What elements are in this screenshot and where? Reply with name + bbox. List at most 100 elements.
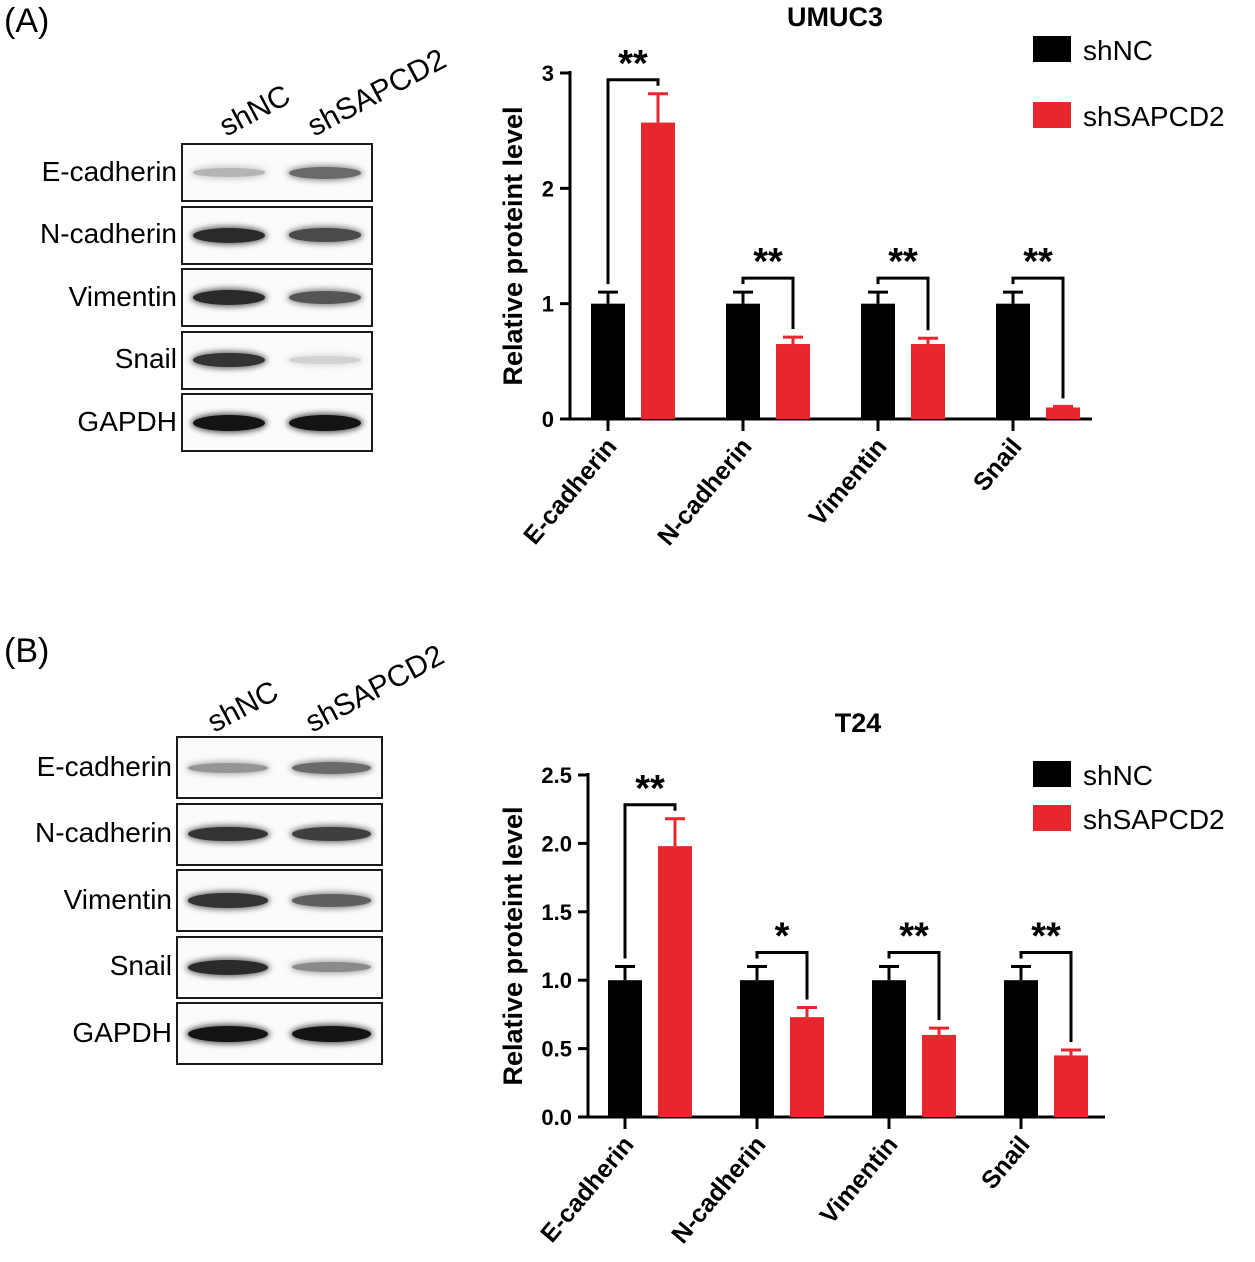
significance-bracket <box>741 276 795 330</box>
y-axis-label: Relative proteint level <box>498 806 528 1085</box>
legend-label-shnc: shNC <box>1083 35 1153 66</box>
significance-bracket <box>887 951 941 1021</box>
legend-label-shnc: shNC <box>1083 760 1153 791</box>
x-tick-label: Snail <box>976 1131 1036 1195</box>
x-tick-label: Vimentin <box>815 1131 904 1230</box>
chart-title: T24 <box>835 708 882 738</box>
significance-label: ** <box>888 241 918 283</box>
legend-swatch-shnc <box>1033 36 1071 62</box>
bar-shsapcd2 <box>641 122 675 420</box>
protein-band <box>188 893 268 908</box>
significance-bracket <box>755 951 809 1000</box>
blot-strip-vimentin <box>176 869 383 932</box>
band-label-gapdh: GAPDH <box>72 1016 172 1048</box>
protein-band <box>188 826 268 842</box>
bar-shnc <box>608 980 642 1117</box>
band-label-vimentin: Vimentin <box>63 883 172 915</box>
significance-label: ** <box>1023 241 1053 283</box>
protein-band <box>188 762 268 773</box>
y-tick-label: 1.5 <box>541 900 572 925</box>
panel-label-b: (B) <box>4 632 50 670</box>
blot-strip-snail <box>181 330 373 390</box>
bar-shsapcd2 <box>790 1017 824 1117</box>
bar-shnc <box>740 980 774 1117</box>
bar-shsapcd2 <box>658 846 692 1117</box>
legend-swatch-shsapcd2 <box>1033 102 1071 128</box>
protein-band <box>193 352 265 368</box>
bar-shsapcd2 <box>922 1034 956 1117</box>
bar-shnc <box>591 303 625 419</box>
significance-label: * <box>775 916 790 958</box>
y-tick-label: 2.0 <box>541 831 572 856</box>
significance-label: ** <box>753 241 783 283</box>
blot-strip-e-cadherin <box>181 143 373 202</box>
y-tick-label: 1.0 <box>541 968 572 993</box>
blot-strip-gapdh <box>181 393 373 452</box>
band-label-snail: Snail <box>114 343 177 374</box>
bar-shnc <box>861 303 895 419</box>
chart-title: UMUC3 <box>787 2 883 32</box>
significance-label: ** <box>1031 916 1061 958</box>
x-tick-label: E-cadherin <box>535 1131 639 1248</box>
protein-band <box>291 961 371 973</box>
significance-bracket <box>1019 951 1073 1042</box>
y-tick-label: 3 <box>542 61 554 86</box>
y-tick-label: 2.5 <box>541 763 572 788</box>
bar-shsapcd2 <box>1054 1055 1088 1117</box>
band-label-e-cadherin: E-cadherin <box>41 155 177 187</box>
significance-bracket <box>623 803 677 959</box>
blot-strip-vimentin <box>181 268 373 327</box>
bar-shnc <box>872 980 906 1117</box>
significance-bracket <box>876 276 930 331</box>
protein-band <box>289 414 361 431</box>
significance-label: ** <box>635 768 665 810</box>
band-label-vimentin: Vimentin <box>68 280 177 312</box>
protein-band <box>193 168 265 177</box>
blot-strip-n-cadherin <box>181 205 373 265</box>
bar-shnc <box>996 303 1030 419</box>
protein-band <box>291 894 371 907</box>
legend-label-shsapcd2: shSAPCD2 <box>1083 101 1225 132</box>
band-label-snail: Snail <box>109 950 172 981</box>
protein-band <box>291 761 371 774</box>
bar-shsapcd2 <box>776 344 810 419</box>
bar-shsapcd2 <box>1046 407 1080 419</box>
blot-strip-gapdh <box>176 1002 383 1065</box>
protein-band <box>188 1025 268 1042</box>
legend-swatch-shnc <box>1033 761 1071 787</box>
x-tick-label: N-cadherin <box>666 1131 771 1249</box>
significance-bracket <box>606 78 660 285</box>
significance-bracket <box>1011 276 1065 399</box>
protein-band <box>289 356 361 364</box>
band-label-gapdh: GAPDH <box>77 405 177 437</box>
protein-band <box>193 414 265 431</box>
significance-label: ** <box>618 43 648 85</box>
significance-label: ** <box>899 916 929 958</box>
blot-strip-n-cadherin <box>176 802 383 866</box>
band-label-n-cadherin: N-cadherin <box>40 218 177 249</box>
protein-band <box>289 228 361 242</box>
bar-shsapcd2 <box>911 344 945 419</box>
blot-strip-e-cadherin <box>176 736 383 799</box>
y-tick-label: 2 <box>542 176 554 201</box>
protein-band <box>188 959 268 975</box>
y-tick-label: 0.5 <box>541 1037 572 1062</box>
y-tick-label: 0.0 <box>541 1105 572 1130</box>
band-label-n-cadherin: N-cadherin <box>35 817 172 848</box>
protein-band <box>291 1025 371 1042</box>
protein-band <box>193 290 265 305</box>
blot-strip-snail <box>176 935 383 999</box>
protein-band <box>193 227 265 243</box>
protein-band <box>291 827 371 841</box>
bar-shnc <box>726 303 760 419</box>
legend-label-shsapcd2: shSAPCD2 <box>1083 804 1225 835</box>
y-tick-label: 1 <box>542 292 554 317</box>
bar-shnc <box>1004 980 1038 1117</box>
panel-label-a: (A) <box>4 2 50 40</box>
y-tick-label: 0 <box>542 407 554 432</box>
legend-swatch-shsapcd2 <box>1033 805 1071 831</box>
y-axis-label: Relative proteint level <box>498 106 528 385</box>
band-label-e-cadherin: E-cadherin <box>36 750 172 782</box>
